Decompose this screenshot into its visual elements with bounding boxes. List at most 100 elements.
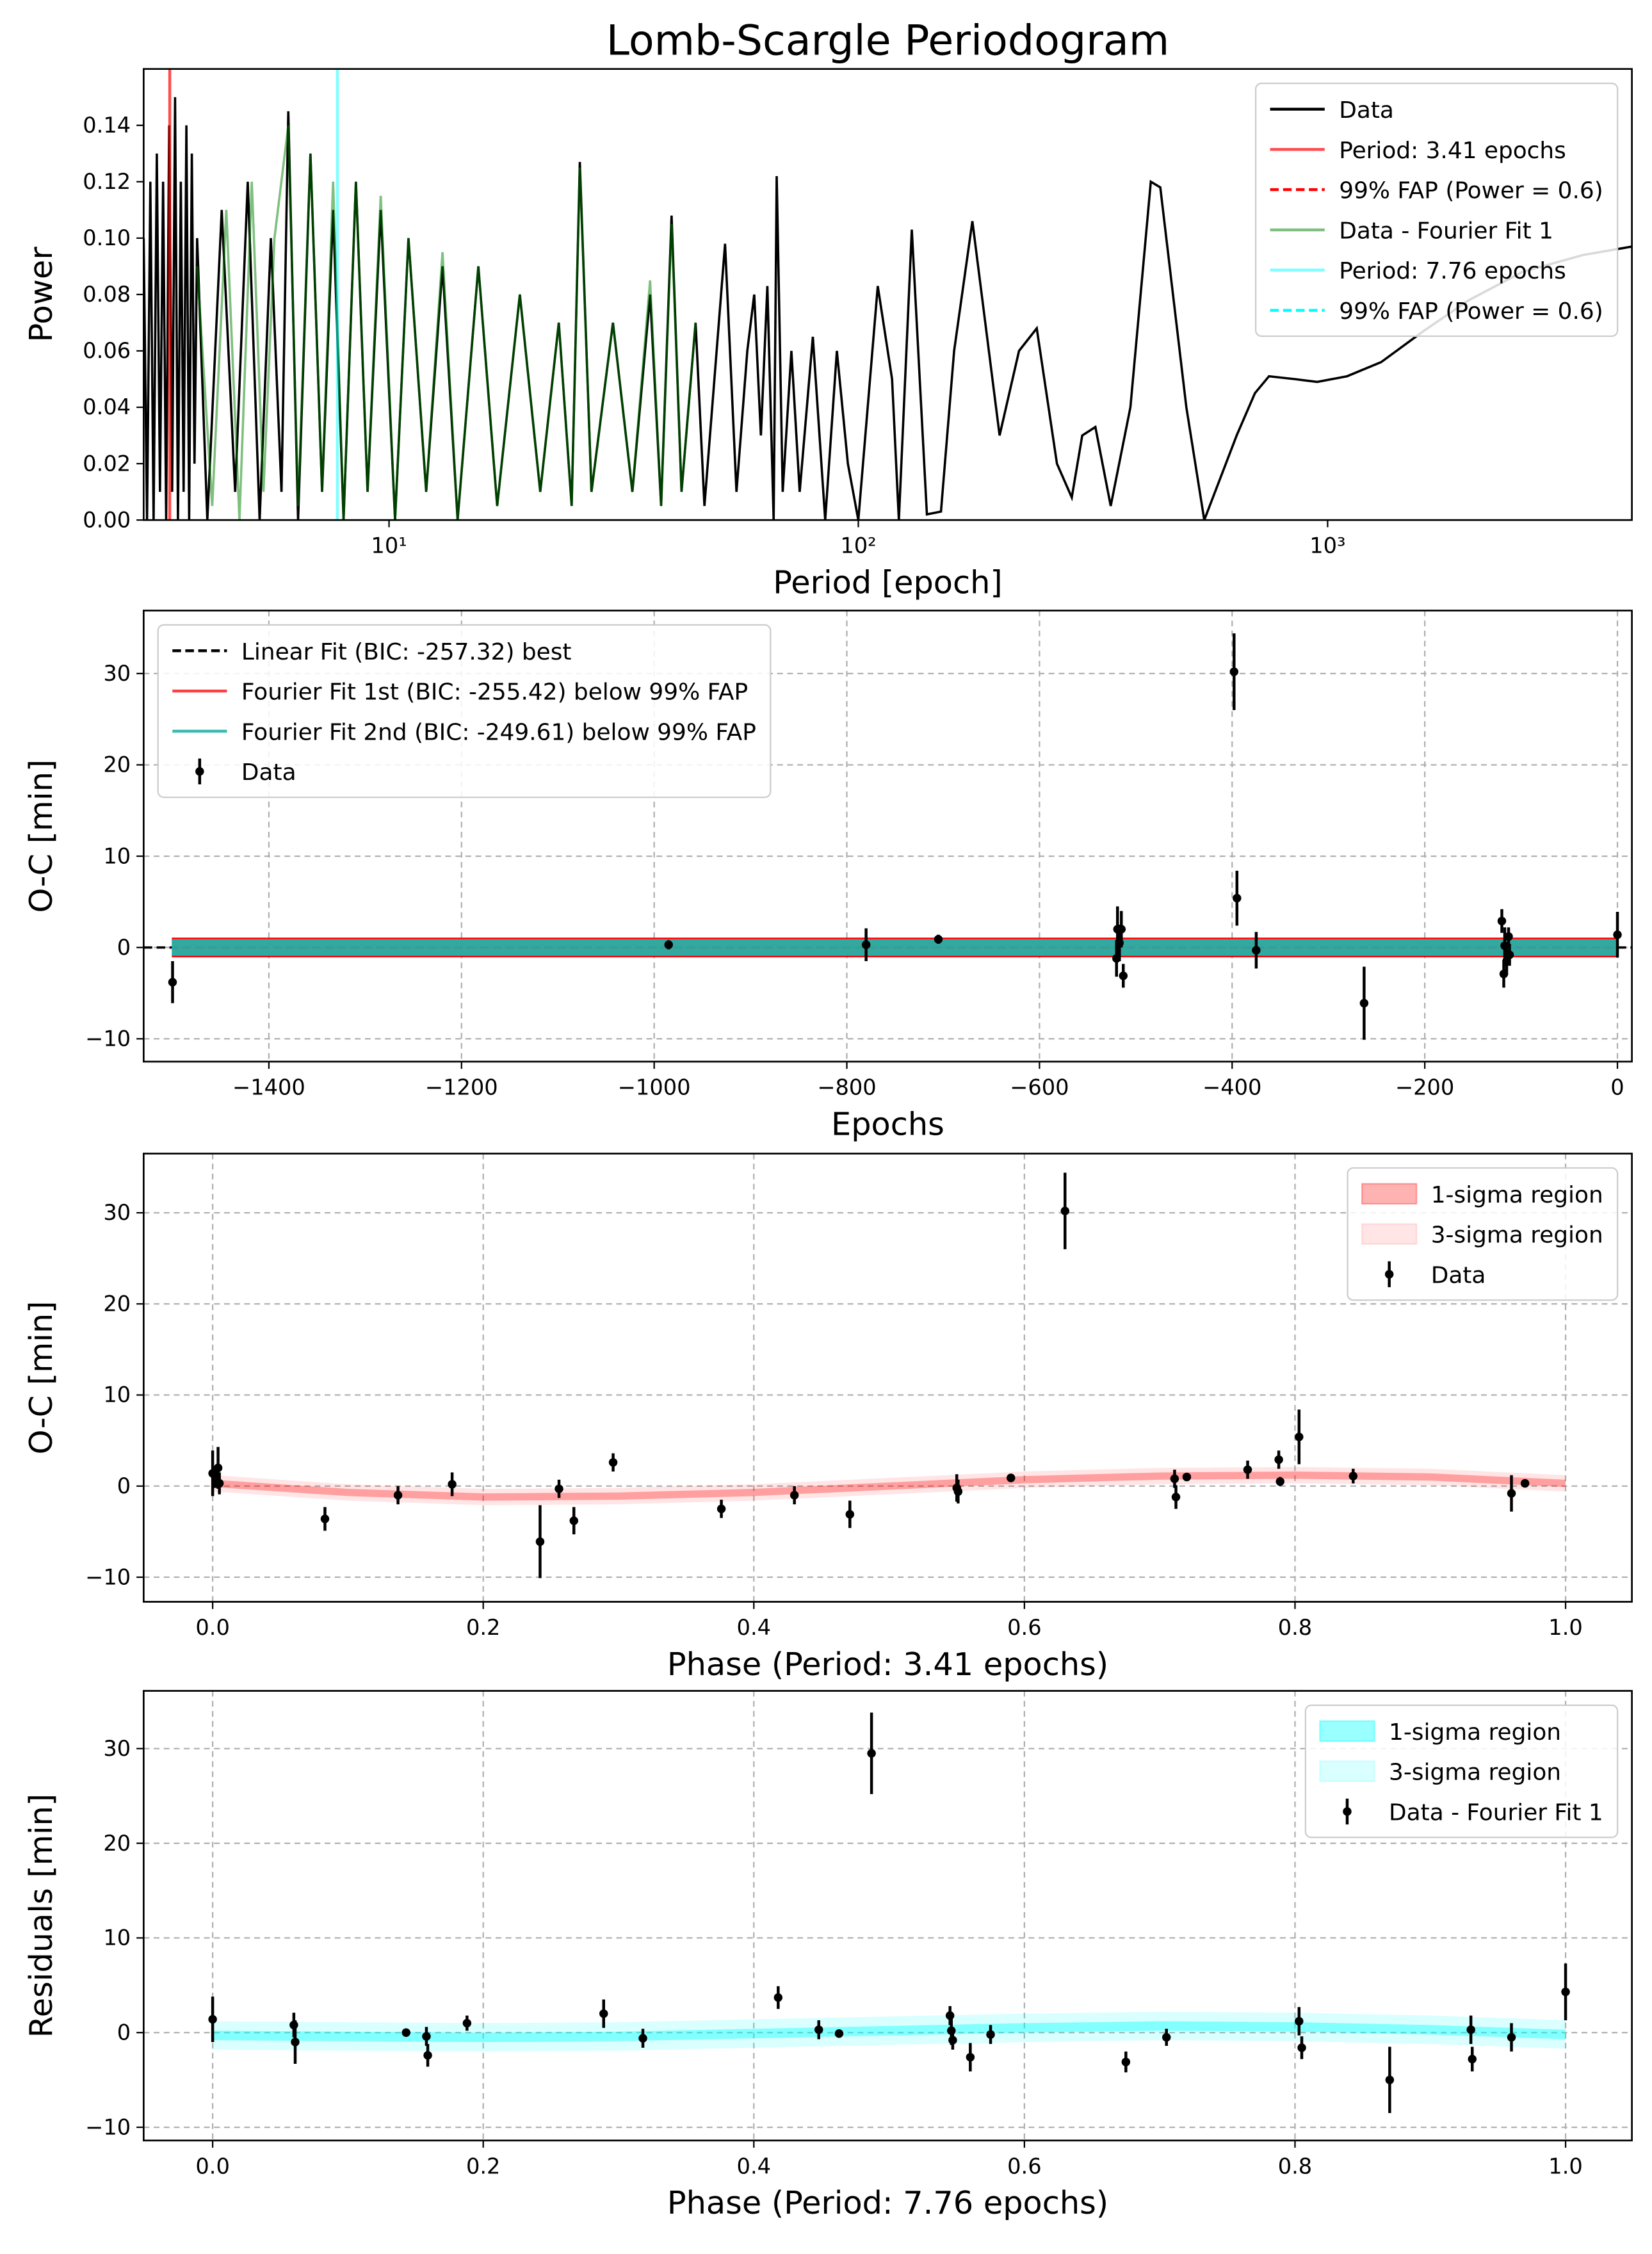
x-tick-label: 0.4 xyxy=(737,2153,772,2178)
y-tick-label: 0 xyxy=(117,2020,131,2045)
legend-label: 99% FAP (Power = 0.6) xyxy=(1339,298,1603,325)
data-point xyxy=(1468,2054,1477,2064)
legend-swatch xyxy=(1319,1760,1375,1783)
y-tick-label: 0.12 xyxy=(83,169,131,194)
legend-swatch xyxy=(1319,1720,1375,1742)
x-tick-label: −800 xyxy=(817,1075,876,1100)
data-point xyxy=(1007,1473,1016,1482)
data-point xyxy=(422,2032,431,2041)
data-point xyxy=(790,1491,799,1500)
data-point xyxy=(215,1479,224,1488)
x-tick-label: 1.0 xyxy=(1548,1615,1583,1640)
legend-label: Data - Fourier Fit 1 xyxy=(1339,218,1553,244)
band xyxy=(172,939,1619,956)
data-point xyxy=(1504,932,1513,941)
x-tick-label: 0.2 xyxy=(466,2153,501,2178)
data-point xyxy=(569,1516,578,1525)
data-point xyxy=(1274,1455,1283,1464)
y-tick-label: 20 xyxy=(103,752,131,777)
y-tick-label: 30 xyxy=(103,661,131,686)
x-axis-label: Epochs xyxy=(831,1105,944,1142)
y-tick-label: −10 xyxy=(85,1026,131,1051)
data-point xyxy=(208,2015,217,2024)
x-tick-label: −400 xyxy=(1203,1075,1261,1100)
band xyxy=(213,1472,1566,1501)
legend-label: Fourier Fit 2nd (BIC: -249.61) below 99%… xyxy=(241,719,756,745)
data-point xyxy=(717,1504,726,1514)
data-point xyxy=(1613,930,1622,939)
chart-title: Lomb-Scargle Periodogram xyxy=(606,17,1169,65)
legend-label: 3-sigma region xyxy=(1431,1222,1603,1249)
data-point xyxy=(814,2025,823,2034)
legend-label: Fourier Fit 1st (BIC: -255.42) below 99%… xyxy=(241,679,748,706)
band xyxy=(213,2011,1566,2052)
axes-frame xyxy=(143,1690,1633,2142)
data-point xyxy=(1117,925,1126,934)
y-tick-label: 30 xyxy=(103,1736,131,1761)
data-point xyxy=(953,1487,963,1496)
y-axis-label: O-C [min] xyxy=(22,759,60,913)
y-tick-label: 0.00 xyxy=(83,507,131,532)
data-point xyxy=(1385,2075,1395,2084)
x-tick-label: 0 xyxy=(1610,1075,1624,1100)
x-tick-label: 0.6 xyxy=(1007,2153,1042,2178)
data-point xyxy=(393,1491,403,1500)
x-tick-label: 0.0 xyxy=(195,1615,230,1640)
x-tick-label: 10³ xyxy=(1309,533,1345,558)
x-tick-label: 0.6 xyxy=(1007,1615,1042,1640)
x-axis-label: Period [epoch] xyxy=(773,564,1002,601)
legend-label: Period: 7.76 epochs xyxy=(1339,258,1566,284)
x-tick-label: −600 xyxy=(1010,1075,1069,1100)
y-tick-label: 0.06 xyxy=(83,338,131,363)
legend: Data Period: 3.41 epochs 99% FAP (Power = … xyxy=(1255,82,1619,337)
data-point xyxy=(638,2034,647,2043)
data-point xyxy=(535,1537,545,1546)
y-tick-label: 10 xyxy=(103,1382,131,1407)
data-point xyxy=(1561,1987,1570,1997)
data-point xyxy=(1359,998,1369,1008)
x-tick-label: 0.4 xyxy=(737,1615,772,1640)
data-point xyxy=(1505,950,1514,959)
y-axis-label: O-C [min] xyxy=(22,1301,60,1455)
y-tick-label: 20 xyxy=(103,1831,131,1856)
x-tick-label: 10¹ xyxy=(371,533,407,558)
band xyxy=(213,2021,1566,2043)
data-point xyxy=(1233,893,1242,903)
legend-label: 99% FAP (Power = 0.6) xyxy=(1339,178,1603,204)
data-point xyxy=(1171,1493,1181,1502)
data-point xyxy=(608,1458,618,1467)
data-point xyxy=(291,2038,300,2047)
data-point xyxy=(423,2050,432,2060)
legend-marker xyxy=(1343,1807,1352,1816)
data-point xyxy=(1119,971,1128,980)
legend-swatch xyxy=(1361,1183,1418,1205)
data-point xyxy=(1121,2057,1131,2066)
plot-area xyxy=(143,69,1632,521)
y-tick-label: −10 xyxy=(85,2114,131,2139)
data-point xyxy=(934,935,943,944)
legend-box xyxy=(1255,82,1619,337)
legend: Linear Fit (BIC: -257.32) best Fourier Fi… xyxy=(157,624,772,799)
plot-area xyxy=(208,1172,1566,1578)
legend-label: Data - Fourier Fit 1 xyxy=(1389,1799,1603,1826)
data-point xyxy=(1182,1472,1192,1482)
legend-label: Period: 3.41 epochs xyxy=(1339,138,1566,164)
legend-label: Linear Fit (BIC: -257.32) best xyxy=(241,639,572,665)
data-point xyxy=(834,2029,844,2038)
data-point xyxy=(1275,1477,1284,1486)
legend-swatch xyxy=(1361,1223,1418,1245)
axes-frame xyxy=(143,1153,1633,1603)
x-tick-label: −200 xyxy=(1395,1075,1454,1100)
series-line xyxy=(196,125,697,521)
panel: 0.0 0.2 0.4 0.6 0.8 1.0 −10 0 10 20 30 Phase (Perio… xyxy=(22,1153,1633,1683)
data-point xyxy=(555,1484,563,1493)
y-tick-label: 0 xyxy=(117,1473,131,1498)
data-point xyxy=(845,1510,855,1519)
y-tick-label: 0 xyxy=(117,935,131,960)
plot-area xyxy=(208,1712,1570,2113)
x-tick-label: 0.2 xyxy=(466,1615,501,1640)
data-point xyxy=(966,2052,975,2062)
y-tick-label: 10 xyxy=(103,1926,131,1950)
